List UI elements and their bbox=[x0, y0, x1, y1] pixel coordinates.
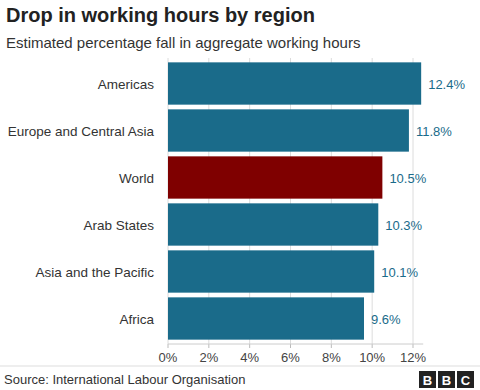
subtitle: Estimated percentage fall in aggregate w… bbox=[6, 34, 360, 51]
tick-label: 8% bbox=[322, 350, 341, 365]
tick-mark bbox=[413, 344, 414, 348]
bar bbox=[168, 156, 382, 198]
logo-text: BBC bbox=[423, 373, 471, 388]
footer-rule bbox=[0, 366, 480, 367]
tick-label: 0% bbox=[159, 350, 178, 365]
tick-mark bbox=[331, 344, 332, 348]
data-label: 9.6% bbox=[371, 312, 401, 327]
category-label: Arab States bbox=[83, 218, 154, 233]
category-label: Europe and Central Asia bbox=[8, 124, 155, 139]
bars bbox=[168, 62, 421, 339]
x-axis: 0% 2% 4% 6% 8% 10% 12% bbox=[159, 344, 427, 365]
axis-line bbox=[168, 344, 423, 345]
logo: BBC bbox=[419, 371, 474, 388]
tick-mark bbox=[208, 344, 209, 348]
category-label: World bbox=[119, 171, 154, 186]
data-label: 12.4% bbox=[428, 77, 465, 92]
tick-mark bbox=[249, 344, 250, 348]
logo-box bbox=[419, 371, 436, 388]
bar bbox=[168, 62, 421, 104]
category-label: Africa bbox=[119, 312, 154, 327]
tick-mark bbox=[168, 344, 169, 348]
bar bbox=[168, 109, 409, 151]
tick-label: 4% bbox=[240, 350, 259, 365]
tick-label: 10% bbox=[359, 350, 385, 365]
bar bbox=[168, 297, 364, 339]
tick-mark bbox=[372, 344, 373, 348]
bar bbox=[168, 250, 374, 292]
tick-label: 12% bbox=[400, 350, 426, 365]
title: Drop in working hours by region bbox=[6, 4, 315, 26]
category-label: Asia and the Pacific bbox=[35, 265, 154, 280]
labels: Americas 12.4% Europe and Central Asia 11.8… bbox=[8, 77, 466, 327]
data-label: 10.5% bbox=[389, 171, 426, 186]
source: Source: International Labour Organisatio… bbox=[4, 372, 245, 387]
data-label: 11.8% bbox=[416, 124, 452, 139]
logo-box bbox=[457, 371, 474, 388]
category-label: Americas bbox=[98, 77, 155, 92]
tick-label: 6% bbox=[281, 350, 300, 365]
chart: Drop in working hours by region Estimated… bbox=[0, 0, 480, 390]
tick-mark bbox=[290, 344, 291, 348]
tick-label: 2% bbox=[199, 350, 218, 365]
data-label: 10.3% bbox=[385, 218, 422, 233]
bar bbox=[168, 203, 378, 245]
data-label: 10.1% bbox=[381, 265, 418, 280]
logo-box bbox=[438, 371, 455, 388]
